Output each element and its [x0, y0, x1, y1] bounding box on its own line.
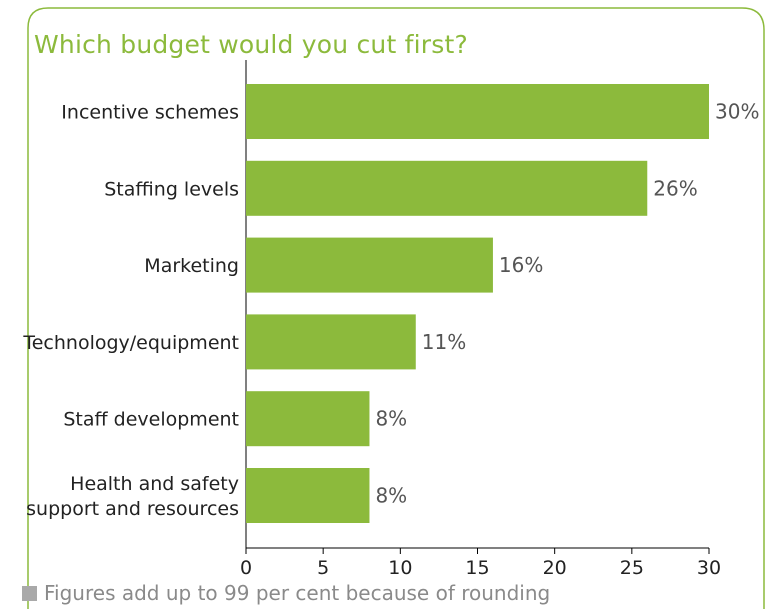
footnote-square-icon [22, 585, 37, 601]
x-tick-label: 20 [543, 557, 567, 579]
data-label: 26% [653, 176, 697, 200]
data-label: 8% [375, 407, 407, 431]
data-label: 8% [375, 484, 407, 508]
data-label: 11% [422, 330, 466, 354]
category-label: support and resources [26, 498, 239, 520]
x-tick-label: 25 [620, 557, 644, 579]
category-label: Technology/equipment [22, 332, 239, 354]
footnote-text: Figures add up to 99 per cent because of… [44, 581, 551, 605]
bar [246, 391, 370, 447]
x-tick-label: 30 [697, 557, 721, 579]
category-label: Health and safety [70, 473, 239, 495]
category-label: Incentive schemes [61, 102, 239, 124]
x-tick-label: 5 [317, 557, 329, 579]
data-label: 30% [715, 100, 759, 124]
x-tick-label: 15 [465, 557, 489, 579]
x-tick-label: 0 [240, 557, 252, 579]
category-label: Staffing levels [104, 178, 239, 200]
chart-title: Which budget would you cut first? [34, 30, 468, 59]
bar [246, 468, 370, 523]
x-tick-label: 10 [388, 557, 412, 579]
category-label: Marketing [144, 255, 239, 277]
bar [246, 314, 416, 370]
data-label: 16% [499, 253, 543, 277]
bar [246, 84, 709, 139]
bar [246, 160, 648, 216]
footnote: Figures add up to 99 per cent because of… [22, 581, 550, 605]
category-label: Staff development [63, 409, 239, 431]
bar [246, 237, 493, 293]
